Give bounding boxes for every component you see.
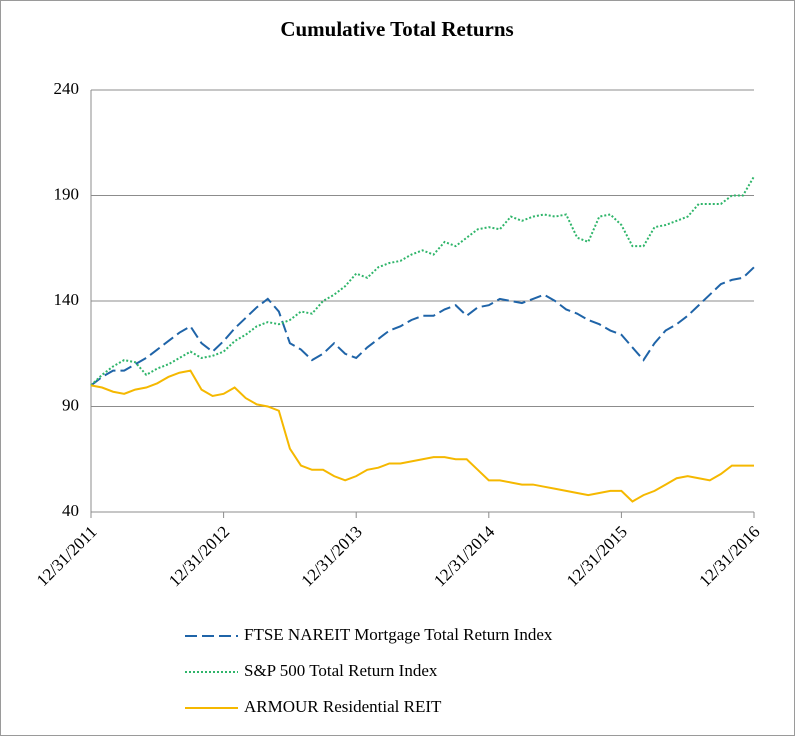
series-line xyxy=(90,176,755,387)
series-line xyxy=(90,266,755,387)
series-line xyxy=(90,369,754,503)
legend-label: S&P 500 Total Return Index xyxy=(244,661,438,680)
legend-label: FTSE NAREIT Mortgage Total Return Index xyxy=(244,625,553,644)
y-tick-label: 90 xyxy=(62,395,79,414)
legend-label: ARMOUR Residential REIT xyxy=(244,697,442,716)
y-tick-label: 40 xyxy=(62,501,79,520)
y-tick-label: 190 xyxy=(54,184,80,203)
chart-title: Cumulative Total Returns xyxy=(280,17,513,41)
y-tick-label: 140 xyxy=(54,290,80,309)
y-tick-label: 240 xyxy=(54,79,80,98)
